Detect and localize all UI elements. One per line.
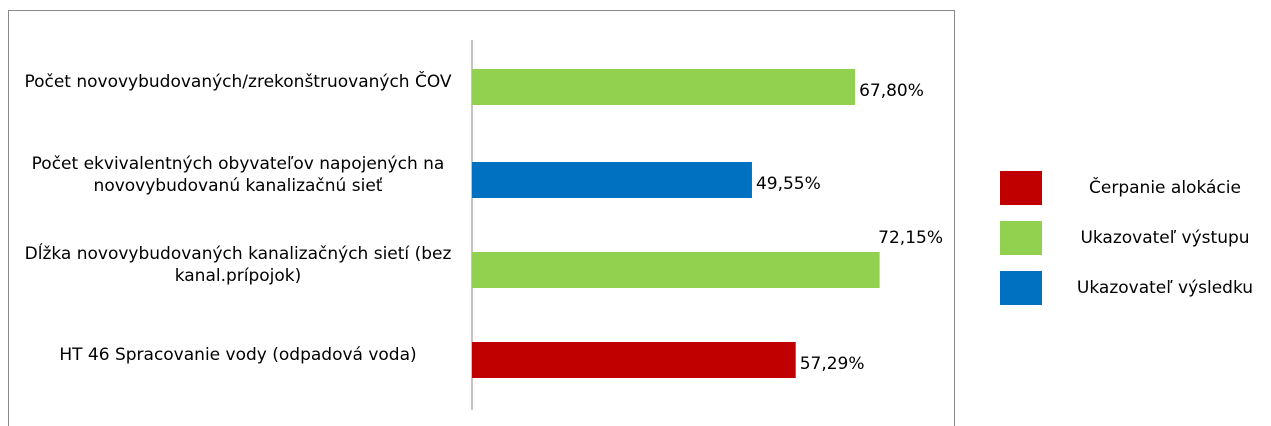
category-label: Počet ekvivalentných obyvateľov napojený… — [31, 154, 445, 196]
legend-swatch — [1000, 171, 1042, 205]
value-label: 72,15% — [878, 228, 943, 248]
chart-border — [8, 10, 955, 426]
value-label: 49,55% — [756, 174, 821, 194]
category-label: HT 46 Spracovanie vody (odpadová voda) — [59, 345, 417, 365]
legend-label: Ukazovateľ výsledku — [1077, 278, 1253, 298]
category-label: Počet novovybudovaných/zrekonštruovaných… — [24, 72, 452, 92]
legend-swatch — [1000, 221, 1042, 255]
bar — [472, 252, 880, 288]
bar — [472, 342, 796, 378]
value-label: 67,80% — [859, 81, 924, 101]
legend-label: Ukazovateľ výstupu — [1080, 228, 1249, 248]
legend-label: Čerpanie alokácie — [1089, 176, 1241, 198]
category-label: Dĺžka novovybudovaných kanalizačných sie… — [24, 244, 452, 286]
bar — [472, 162, 752, 198]
bar — [472, 69, 856, 105]
legend-swatch — [1000, 271, 1042, 305]
value-label: 57,29% — [800, 354, 865, 374]
